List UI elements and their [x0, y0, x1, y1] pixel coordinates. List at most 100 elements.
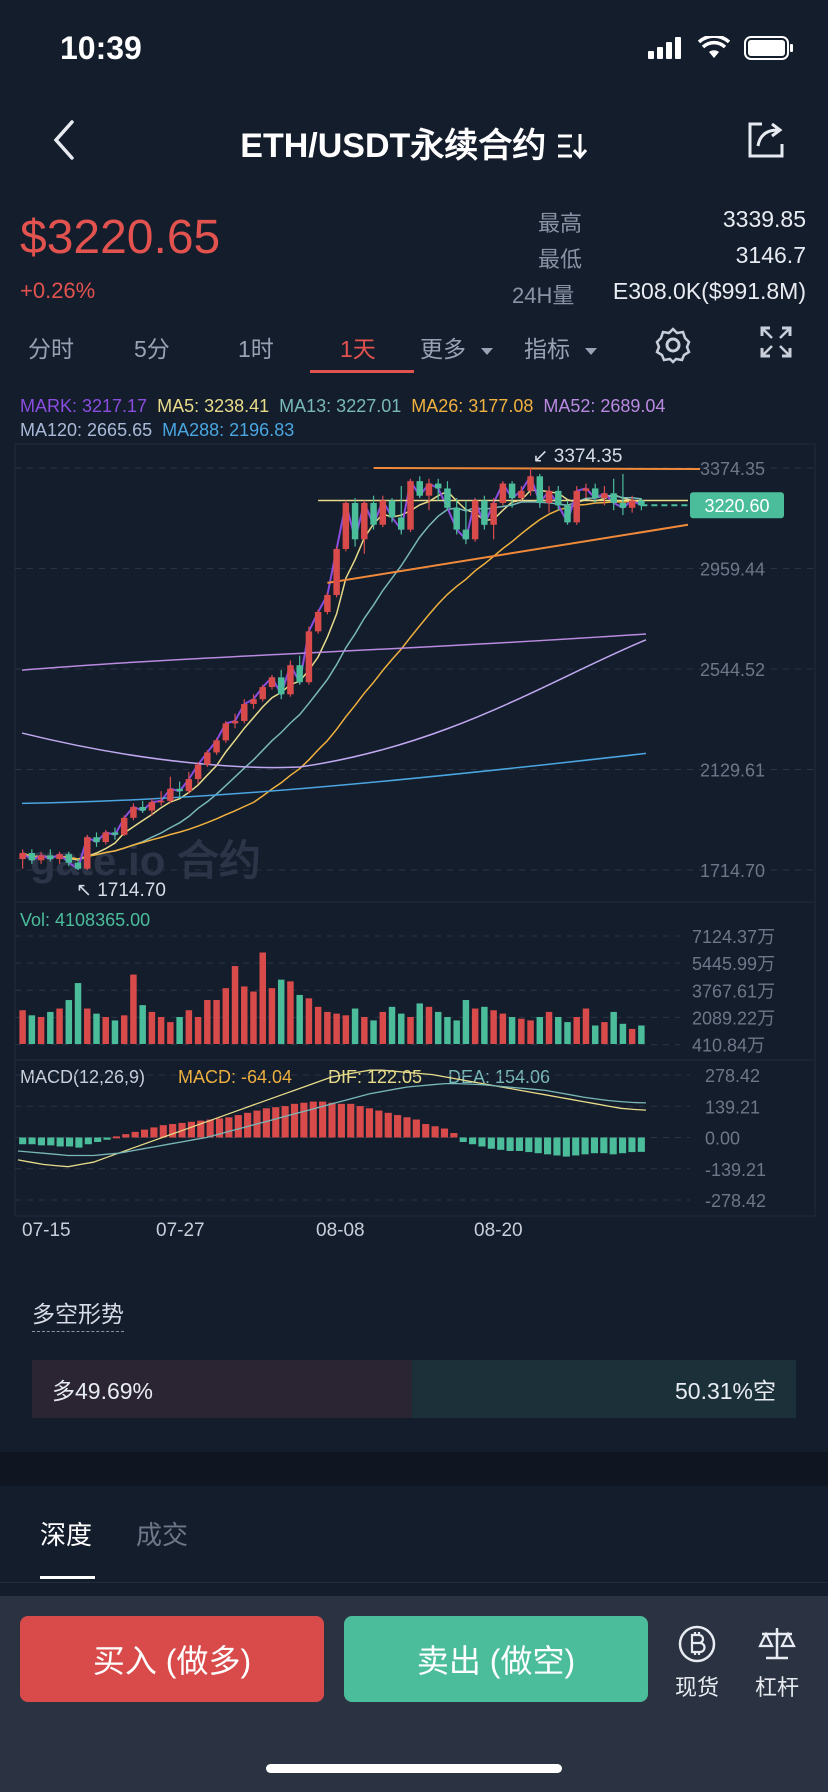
candle-body [601, 493, 608, 499]
tab-1d[interactable]: 1天 [340, 336, 376, 362]
sell-short-button[interactable]: 卖出 (做空) [344, 1616, 648, 1702]
macd-tick-label: 0.00 [705, 1129, 740, 1149]
volume-bar [167, 1022, 174, 1044]
tab-more-label: 更多 [420, 336, 466, 362]
page-title[interactable]: ETH/USDT永续合约 [0, 118, 828, 167]
volume-bar [490, 1010, 497, 1044]
switch-icon[interactable] [556, 132, 588, 160]
current-price-tag [690, 492, 784, 519]
sentiment-title[interactable]: 多空形势 [32, 1295, 124, 1332]
high-label: 最高 [538, 211, 583, 236]
macd-histogram-bar [459, 1137, 467, 1142]
tab-1h[interactable]: 1时 [238, 336, 274, 362]
macd-histogram-bar [319, 1101, 327, 1138]
volume-bar [601, 1022, 608, 1044]
expand-icon[interactable] [760, 326, 792, 358]
macd-histogram-bar [112, 1136, 120, 1139]
back-icon[interactable] [48, 118, 82, 162]
macd-label: MACD(12,26,9) [20, 1067, 145, 1087]
buy-long-button[interactable]: 买入 (做多) [20, 1616, 324, 1702]
macd-histogram-bar [262, 1108, 270, 1138]
candle-body [591, 488, 599, 499]
macd-histogram-bar [553, 1137, 561, 1156]
macd-histogram-bar [37, 1137, 45, 1146]
macd-histogram-bar [487, 1137, 495, 1149]
tab-more[interactable]: 更多 [420, 330, 494, 364]
macd-histogram-bar [628, 1137, 636, 1153]
volume-bar [65, 1000, 73, 1044]
tab-indicators-label: 指标 [524, 336, 570, 362]
long-ratio: 多49.69% [32, 1360, 412, 1418]
candle-body [518, 490, 525, 499]
x-tick-label: 08-08 [316, 1220, 365, 1241]
wifi-icon [698, 36, 730, 58]
tab-5m[interactable]: 5分 [134, 336, 170, 362]
volume-bar [296, 994, 303, 1044]
volume-bar [416, 1003, 423, 1044]
signal-icon [648, 37, 681, 59]
macd-histogram-bar [150, 1127, 158, 1138]
tab-indicators[interactable]: 指标 [524, 330, 598, 364]
trendline [327, 523, 689, 584]
ma-legend-item: MA26: 3177.08 [411, 396, 534, 416]
macd-tick-label: -278.42 [705, 1191, 766, 1211]
volume-bar [213, 1000, 220, 1044]
candlestick-chart[interactable]: 3374.35 2959.44 2544.52 2129.61 1714.70 gate.… [0, 440, 828, 1250]
macd-histogram-bar [56, 1137, 64, 1147]
candle-body [167, 788, 174, 801]
macd-histogram-bar [356, 1106, 364, 1138]
macd-histogram-bar [272, 1107, 280, 1138]
min-price-marker: ↖ 1714.70 [76, 880, 166, 901]
macd-histogram-bar [412, 1119, 420, 1138]
spot-button[interactable]: 现货 [662, 1624, 732, 1702]
gear-icon[interactable] [654, 326, 692, 364]
macd-histogram-bar [375, 1110, 383, 1138]
candle-body [628, 500, 636, 508]
candle-body [351, 502, 359, 540]
leverage-button[interactable]: 杠杆 [742, 1624, 812, 1702]
volume-bar [148, 1011, 156, 1044]
macd-histogram-bar [590, 1137, 599, 1154]
candle-body [250, 699, 257, 705]
macd-histogram-bar [478, 1137, 486, 1147]
tab-timeline[interactable]: 分时 [28, 336, 74, 362]
ma-legend-item: MA288: 2196.83 [162, 420, 295, 440]
candle-body [19, 852, 26, 860]
price-tick-label: 2129.61 [700, 761, 765, 781]
ma5-line [22, 489, 642, 861]
volume-bar [444, 1017, 451, 1044]
ma-legend-item: MA13: 3227.01 [279, 396, 402, 416]
volume-bar [536, 1017, 544, 1044]
macd-histogram-bar [440, 1128, 449, 1138]
candle-body [619, 502, 627, 508]
macd-histogram-bar [131, 1131, 139, 1138]
tab-trades[interactable]: 成交 [136, 1520, 189, 1550]
candle-body [361, 502, 368, 540]
macd-histogram-bar [422, 1124, 430, 1138]
volume-tick-label: 7124.37万 [692, 927, 775, 947]
macd-histogram-bar [365, 1108, 374, 1138]
macd-histogram-bar [47, 1137, 55, 1146]
volume-tick-label: 2089.22万 [692, 1008, 775, 1028]
volume-bar [638, 1025, 645, 1044]
macd-histogram-bar [234, 1115, 242, 1138]
volume-bar [19, 1010, 26, 1044]
macd-histogram-bar [281, 1106, 289, 1138]
volume-bar [527, 1020, 534, 1044]
volume-bar [28, 1015, 36, 1044]
max-price-marker: ↙ 3374.35 [533, 446, 623, 467]
ma288-line [21, 752, 647, 805]
candle-body [74, 862, 82, 869]
macd-histogram-bar [122, 1134, 130, 1138]
home-indicator [266, 1764, 562, 1773]
volume-bar [176, 1017, 183, 1044]
ma-legend-item: MA5: 3238.41 [157, 396, 270, 416]
candle-body [398, 517, 405, 530]
candle-body [28, 852, 36, 861]
short-ratio: 50.31%空 [411, 1360, 796, 1418]
share-icon[interactable] [744, 118, 788, 162]
ma13-line [22, 494, 642, 860]
tab-depth[interactable]: 深度 [40, 1520, 93, 1550]
macd-histogram-bar [140, 1129, 149, 1138]
macd-histogram-bar [169, 1124, 177, 1138]
